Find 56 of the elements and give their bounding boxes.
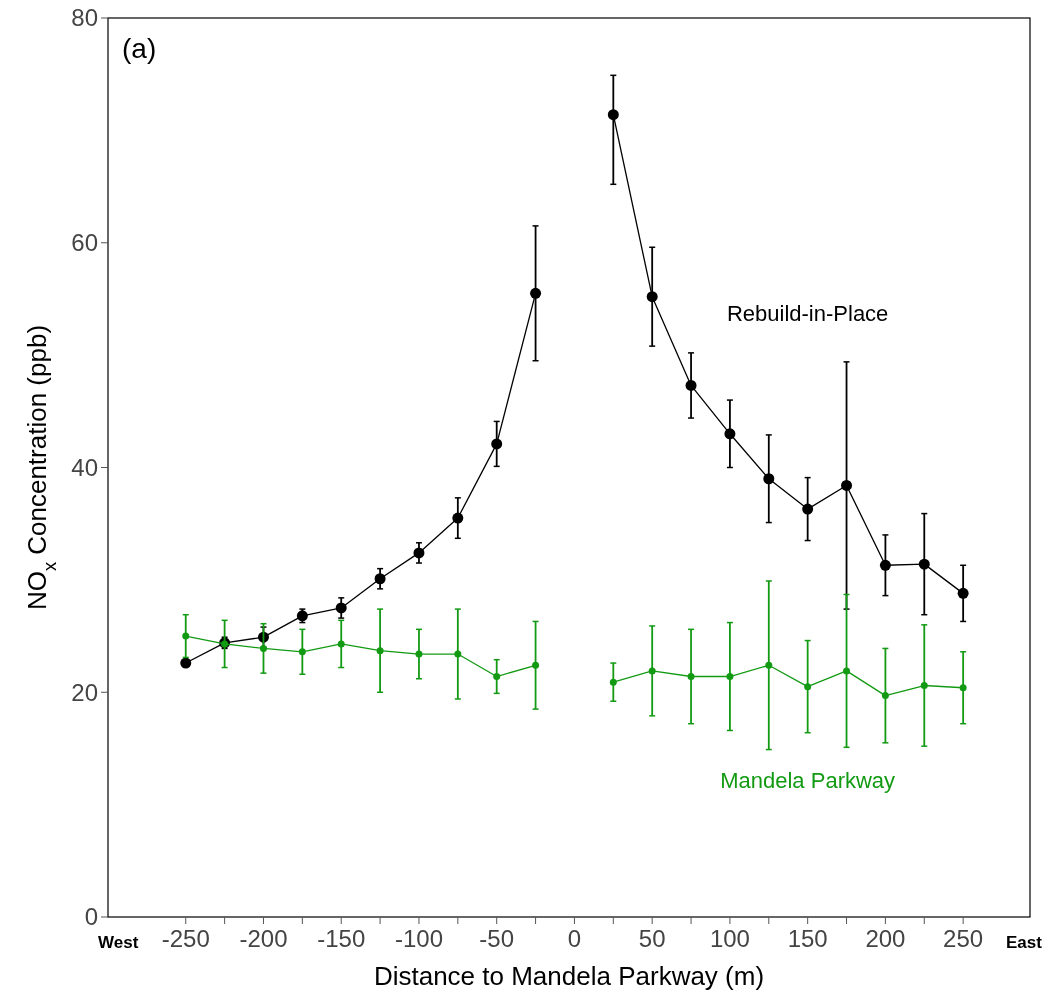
y-tick-label: 60 bbox=[71, 229, 98, 257]
y-tick-label: 20 bbox=[71, 678, 98, 706]
text: West bbox=[98, 933, 139, 952]
point bbox=[491, 438, 503, 450]
x-tick-label: -250 bbox=[161, 925, 210, 952]
x-tick-label: 200 bbox=[865, 925, 906, 952]
x-tick-label: -200 bbox=[239, 925, 288, 952]
x-tick-label: 50 bbox=[638, 925, 666, 952]
y-tick-label: 0 bbox=[84, 903, 98, 931]
y-tick-label: 40 bbox=[71, 453, 98, 481]
point bbox=[957, 587, 969, 599]
point bbox=[374, 573, 386, 585]
x-tick-label: 150 bbox=[787, 925, 828, 952]
point bbox=[646, 291, 658, 303]
x-tick-label: -150 bbox=[317, 925, 366, 952]
point bbox=[532, 661, 540, 669]
text: Rebuild-in-Place bbox=[726, 301, 889, 327]
point bbox=[415, 650, 423, 658]
point bbox=[841, 479, 853, 491]
point bbox=[530, 287, 542, 299]
point bbox=[413, 547, 425, 559]
x-tick-label: 100 bbox=[709, 925, 750, 952]
point bbox=[376, 647, 384, 655]
point bbox=[335, 602, 347, 614]
point bbox=[493, 673, 501, 681]
point bbox=[685, 379, 697, 391]
point bbox=[802, 503, 814, 515]
point bbox=[609, 678, 617, 686]
y-tick-label: 80 bbox=[71, 4, 98, 32]
point bbox=[607, 109, 619, 121]
x-axis-title: Distance to Mandela Parkway (m) bbox=[373, 961, 765, 991]
point bbox=[452, 512, 464, 524]
point bbox=[879, 559, 891, 571]
point bbox=[182, 632, 190, 640]
point bbox=[765, 661, 773, 669]
x-tick-label: -50 bbox=[479, 925, 515, 952]
text: East bbox=[1006, 933, 1043, 952]
annotation: (a) bbox=[122, 33, 157, 64]
point bbox=[843, 667, 851, 675]
point bbox=[918, 558, 930, 570]
x-tick-label: 0 bbox=[567, 925, 582, 952]
x-tick-label: -100 bbox=[394, 925, 443, 952]
point bbox=[298, 648, 306, 656]
point bbox=[724, 428, 736, 440]
point bbox=[959, 684, 967, 692]
point bbox=[881, 692, 889, 700]
x-tick-label: 250 bbox=[943, 925, 984, 952]
point bbox=[337, 640, 345, 648]
point bbox=[763, 473, 775, 485]
point bbox=[726, 673, 734, 681]
point bbox=[920, 682, 928, 690]
point bbox=[454, 650, 462, 658]
text: Mandela Parkway bbox=[720, 767, 896, 793]
point bbox=[687, 673, 695, 681]
point bbox=[804, 683, 812, 691]
point bbox=[648, 667, 656, 675]
